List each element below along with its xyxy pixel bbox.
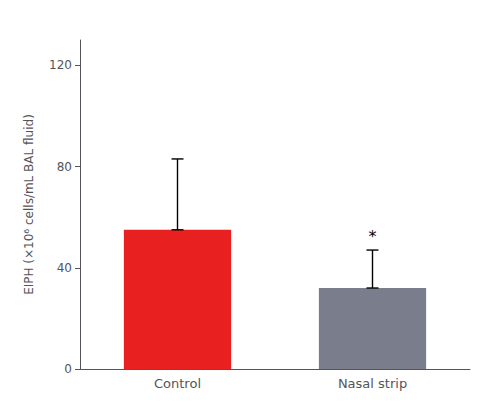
svg-text:*: * bbox=[369, 227, 377, 246]
svg-text:0: 0 bbox=[64, 362, 72, 376]
svg-text:120: 120 bbox=[49, 58, 72, 72]
svg-text:Control: Control bbox=[154, 376, 201, 391]
svg-text:EIPH (×10⁶ cells/mL BAL fluid): EIPH (×10⁶ cells/mL BAL fluid) bbox=[22, 114, 36, 295]
svg-text:Nasal strip: Nasal strip bbox=[338, 376, 407, 391]
svg-text:80: 80 bbox=[57, 160, 72, 174]
svg-text:40: 40 bbox=[57, 261, 72, 275]
